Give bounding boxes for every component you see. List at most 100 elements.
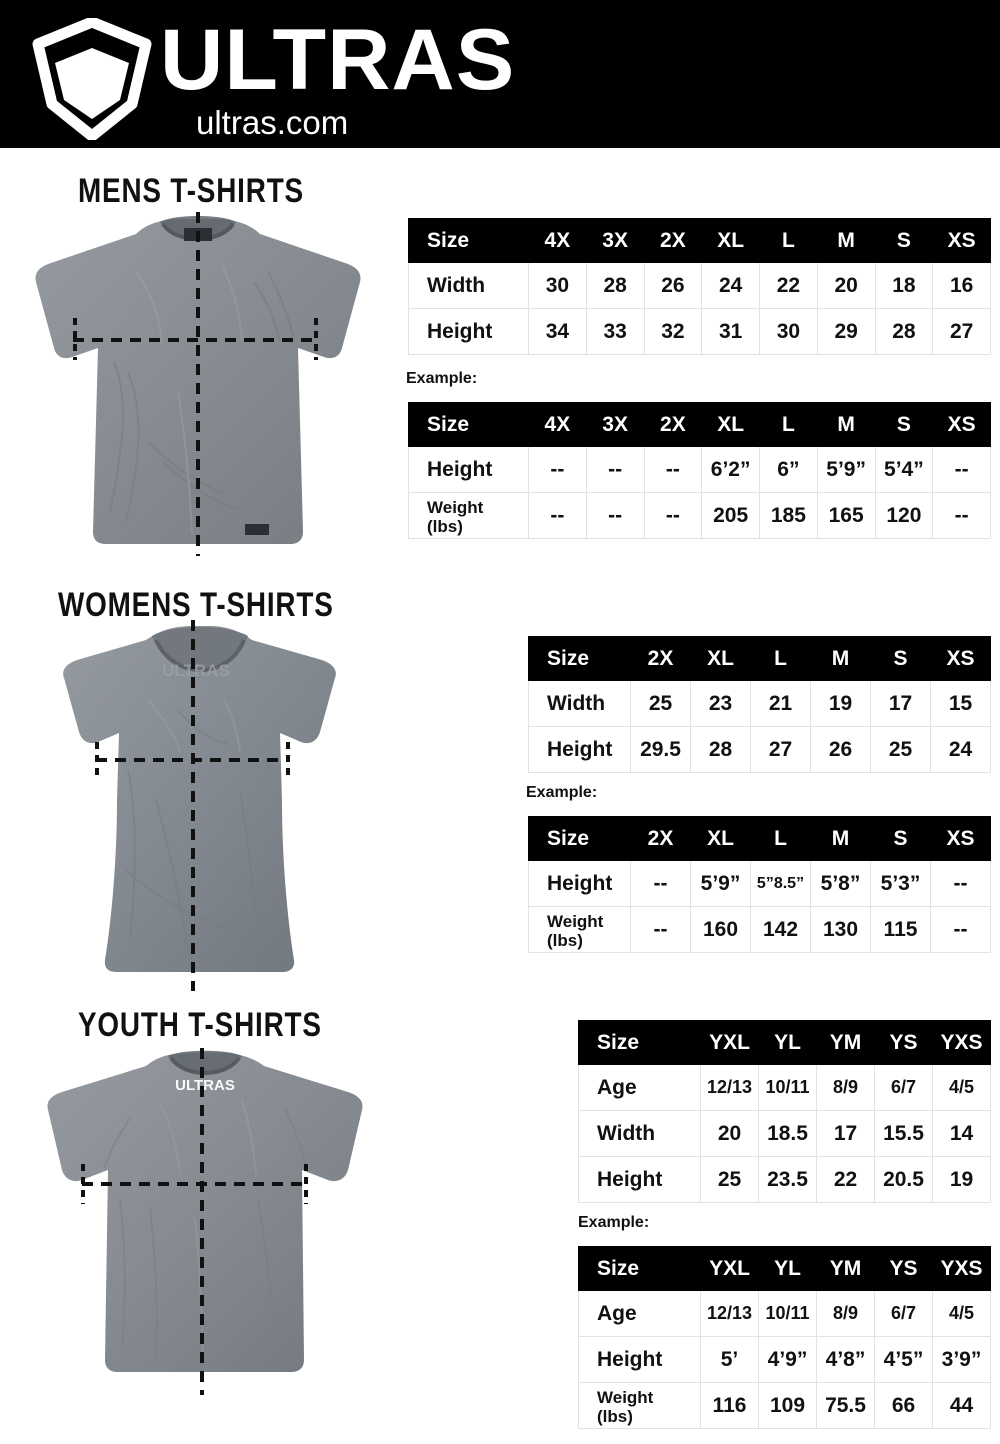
womens-size-table: Size 2X XL L M S XS Width 25 23 21 19 17… <box>528 636 991 773</box>
row-label: Height <box>578 1336 701 1383</box>
cell: 23.5 <box>758 1156 817 1203</box>
cell: 130 <box>810 906 871 953</box>
cell: 27 <box>932 308 991 355</box>
cell: 4’9” <box>758 1336 817 1383</box>
col-header: XS <box>930 816 991 861</box>
womens-tshirt-image: ULTRAS <box>28 620 363 992</box>
row-label-line1: Weight <box>427 497 484 517</box>
table-row: Age 12/13 10/11 8/9 6/7 4/5 <box>578 1064 991 1111</box>
row-label: Height <box>578 1156 701 1203</box>
shield-pentagon-icon <box>28 16 156 142</box>
col-header: YM <box>816 1246 875 1291</box>
col-header: YL <box>758 1246 817 1291</box>
cell: -- <box>585 446 645 493</box>
table-row: Height 29.5 28 27 26 25 24 <box>528 726 991 773</box>
cell: 28 <box>874 308 934 355</box>
row-label: Height <box>408 308 529 355</box>
cell: 10/11 <box>758 1290 817 1337</box>
cell: 22 <box>816 1156 875 1203</box>
cell: 18 <box>874 262 934 309</box>
cell: 32 <box>643 308 703 355</box>
cell: -- <box>528 446 587 493</box>
row-label-line2: (lbs) <box>547 930 583 950</box>
cell: 33 <box>585 308 645 355</box>
mens-example-table: Size 4X 3X 2X XL L M S XS Height -- -- -… <box>408 402 991 539</box>
row-label-line2: (lbs) <box>427 516 463 536</box>
cell: 75.5 <box>816 1382 875 1429</box>
col-header: M <box>816 218 876 263</box>
col-header: 3X <box>585 402 645 447</box>
cell: -- <box>930 906 991 953</box>
table-header-row: Size YXL YL YM YS YXS <box>578 1020 991 1065</box>
brand-text-block: ULTRAS ultras.com <box>160 16 540 140</box>
col-header: XL <box>701 218 760 263</box>
cell: 4/5 <box>932 1064 991 1111</box>
col-header: S <box>870 816 931 861</box>
cell: 16 <box>932 262 991 309</box>
col-header: L <box>759 218 818 263</box>
cell: -- <box>630 860 691 907</box>
col-header: S <box>870 636 931 681</box>
col-header: 4X <box>528 218 587 263</box>
section-title-youth: YOUTH T-SHIRTS <box>78 1006 322 1044</box>
col-header: YS <box>874 1020 933 1065</box>
section-title-mens: MENS T-SHIRTS <box>78 172 304 210</box>
svg-text:ULTRAS: ULTRAS <box>162 661 230 680</box>
cell: 25 <box>700 1156 759 1203</box>
cell: 21 <box>750 680 811 727</box>
cell: -- <box>930 860 991 907</box>
cell: 6’2” <box>701 446 760 493</box>
col-header: 2X <box>630 816 691 861</box>
row-label: Height <box>528 726 631 773</box>
youth-example-table: Size YXL YL YM YS YXS Age 12/13 10/11 8/… <box>578 1246 991 1429</box>
table-row: Age 12/13 10/11 8/9 6/7 4/5 <box>578 1290 991 1337</box>
womens-example-table: Size 2X XL L M S XS Height -- 5’9” 5”8.5… <box>528 816 991 953</box>
cell: 19 <box>810 680 871 727</box>
col-header: 3X <box>585 218 645 263</box>
col-header-size: Size <box>528 636 631 681</box>
cell: 15.5 <box>874 1110 933 1157</box>
table-row: Height -- 5’9” 5”8.5” 5’8” 5’3” -- <box>528 860 991 907</box>
cell: 15 <box>930 680 991 727</box>
cell: 3’9” <box>932 1336 991 1383</box>
cell: 5’9” <box>816 446 876 493</box>
womens-example-label: Example: <box>526 784 598 801</box>
row-label: Weight (lbs) <box>528 906 631 953</box>
col-header-size: Size <box>578 1246 701 1291</box>
youth-example-label: Example: <box>578 1214 650 1231</box>
table-row: Width 25 23 21 19 17 15 <box>528 680 991 727</box>
cell: 26 <box>810 726 871 773</box>
col-header-size: Size <box>408 402 529 447</box>
col-header: YXS <box>932 1246 991 1291</box>
cell: 4/5 <box>932 1290 991 1337</box>
cell: 34 <box>528 308 587 355</box>
row-label: Width <box>408 262 529 309</box>
cell: -- <box>630 906 691 953</box>
youth-size-table: Size YXL YL YM YS YXS Age 12/13 10/11 8/… <box>578 1020 991 1203</box>
cell: -- <box>932 492 991 539</box>
table-row: Height -- -- -- 6’2” 6” 5’9” 5’4” -- <box>408 446 991 493</box>
cell: 6/7 <box>874 1064 933 1111</box>
cell: 25 <box>870 726 931 773</box>
col-header-size: Size <box>528 816 631 861</box>
cell: 5’8” <box>810 860 871 907</box>
row-label: Weight (lbs) <box>578 1382 701 1429</box>
cell: 24 <box>930 726 991 773</box>
table-row: Weight (lbs) -- -- -- 205 185 165 120 -- <box>408 492 991 539</box>
cell: -- <box>585 492 645 539</box>
row-label: Weight (lbs) <box>408 492 529 539</box>
table-row: Weight (lbs) 116 109 75.5 66 44 <box>578 1382 991 1429</box>
table-header-row: Size 2X XL L M S XS <box>528 636 991 681</box>
col-header-size: Size <box>578 1020 701 1065</box>
table-row: Height 5’ 4’9” 4’8” 4’5” 3’9” <box>578 1336 991 1383</box>
row-label: Age <box>578 1290 701 1337</box>
cell: 20.5 <box>874 1156 933 1203</box>
table-row: Height 25 23.5 22 20.5 19 <box>578 1156 991 1203</box>
cell: 14 <box>932 1110 991 1157</box>
cell: 18.5 <box>758 1110 817 1157</box>
col-header: L <box>750 816 811 861</box>
cell: 5”8.5” <box>750 860 811 907</box>
col-header: XL <box>701 402 760 447</box>
cell: 8/9 <box>816 1290 875 1337</box>
cell: 4’8” <box>816 1336 875 1383</box>
